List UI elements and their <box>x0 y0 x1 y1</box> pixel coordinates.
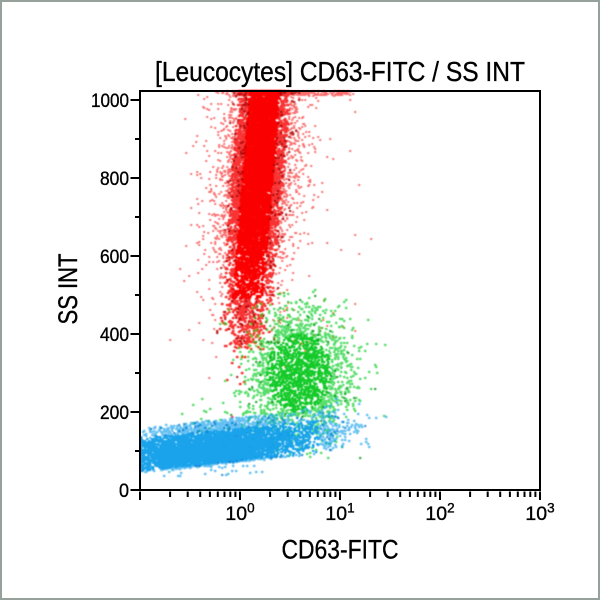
svg-text:[Leucocytes] CD63-FITC / SS IN: [Leucocytes] CD63-FITC / SS INT <box>155 56 525 87</box>
svg-text:200: 200 <box>100 402 129 424</box>
svg-text:400: 400 <box>100 324 129 346</box>
svg-text:SS INT: SS INT <box>53 254 83 325</box>
svg-text:103: 103 <box>525 501 554 526</box>
svg-text:100: 100 <box>225 501 254 526</box>
svg-text:600: 600 <box>100 246 129 268</box>
svg-text:102: 102 <box>425 501 454 526</box>
svg-text:0: 0 <box>119 480 129 502</box>
svg-text:800: 800 <box>100 168 129 190</box>
svg-text:101: 101 <box>325 501 354 526</box>
svg-text:CD63-FITC: CD63-FITC <box>282 535 399 565</box>
svg-text:1000: 1000 <box>91 90 129 112</box>
